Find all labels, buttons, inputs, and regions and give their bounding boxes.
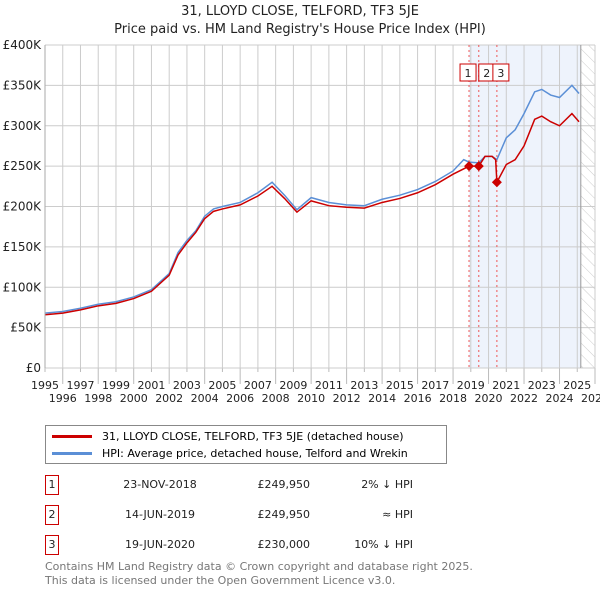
sale-label-box <box>459 63 477 82</box>
legend-label-hpi: HPI: Average price, detached house, Telf… <box>102 447 408 460</box>
legend-label-property: 31, LLOYD CLOSE, TELFORD, TF3 5JE (detac… <box>102 430 404 443</box>
x-tick-label: 2011 <box>315 379 343 392</box>
sale-label: 2 <box>483 67 490 80</box>
x-tick-label: 2022 <box>510 392 538 405</box>
x-tick-label: 1998 <box>84 392 112 405</box>
legend-blue-line <box>52 452 92 455</box>
x-tick-label: 2019 <box>457 379 485 392</box>
property-price-line <box>44 112 580 316</box>
x-tick-label: 1996 <box>49 392 77 405</box>
y-tick-label: £0 <box>26 361 41 375</box>
y-tick-label: £150K <box>3 240 43 254</box>
x-tick-label: 2026 <box>581 392 600 405</box>
x-tick-label: 2012 <box>333 392 361 405</box>
x-tick-label: 2021 <box>492 379 520 392</box>
footer-copyright: Contains HM Land Registry data © Crown c… <box>45 560 473 573</box>
sale-price: £249,950 <box>257 478 311 491</box>
sale-hpi-diff: 10% ↓ HPI <box>354 538 413 551</box>
x-tick-label: 1999 <box>102 379 130 392</box>
x-tick-label: 2018 <box>439 392 467 405</box>
sale-label-box <box>492 63 510 82</box>
sale-label: 3 <box>497 67 504 80</box>
chart-title: 31, LLOYD CLOSE, TELFORD, TF3 5JE <box>181 4 419 19</box>
x-tick-label: 1995 <box>31 379 59 392</box>
legend-red-line <box>52 435 92 438</box>
sale-row: 2 14-JUN-2019 £249,950 ≈ HPI <box>45 505 415 525</box>
x-tick-label: 2008 <box>262 392 290 405</box>
x-tick-label: 2005 <box>208 379 236 392</box>
sale-row: 3 19-JUN-2020 £230,000 10% ↓ HPI <box>45 535 415 555</box>
x-tick-label: 2013 <box>350 379 378 392</box>
price-chart: 1995199619971998199920002001200220032004… <box>3 38 600 405</box>
y-tick-label: £250K <box>3 159 43 173</box>
x-tick-label: 2023 <box>528 379 556 392</box>
legend: 31, LLOYD CLOSE, TELFORD, TF3 5JE (detac… <box>45 425 447 464</box>
sale-marker-badge: 2 <box>45 505 59 525</box>
sale-row: 1 23-NOV-2018 £249,950 2% ↓ HPI <box>45 475 415 495</box>
y-tick-label: £200K <box>3 200 43 214</box>
x-tick-label: 2010 <box>297 392 325 405</box>
sale-price: £249,950 <box>257 508 311 521</box>
sale-date: 19-JUN-2020 <box>124 538 196 551</box>
y-tick-label: £400K <box>3 38 43 52</box>
x-tick-label: 2009 <box>279 379 307 392</box>
sale-label: 1 <box>465 67 472 80</box>
x-tick-label: 2016 <box>404 392 432 405</box>
x-tick-label: 2014 <box>368 392 396 405</box>
x-tick-label: 2007 <box>244 379 272 392</box>
sale-date: 23-NOV-2018 <box>123 478 197 491</box>
x-tick-label: 2004 <box>191 392 219 405</box>
sale-point <box>464 161 475 172</box>
x-tick-label: 2017 <box>421 379 449 392</box>
x-tick-label: 2024 <box>546 392 574 405</box>
sale-hpi-diff: 2% ↓ HPI <box>361 478 413 491</box>
sale-marker-badge: 3 <box>45 535 59 555</box>
x-tick-label: 2020 <box>475 392 503 405</box>
x-tick-label: 2000 <box>120 392 148 405</box>
sale-point <box>491 177 502 188</box>
y-tick-label: £350K <box>3 78 43 92</box>
x-tick-label: 2025 <box>563 379 591 392</box>
x-tick-label: 2003 <box>173 379 201 392</box>
chart-subtitle: Price paid vs. HM Land Registry's House … <box>114 22 486 37</box>
x-tick-label: 2002 <box>155 392 183 405</box>
footer-licence: This data is licensed under the Open Gov… <box>45 574 396 587</box>
sale-price: £230,000 <box>257 538 311 551</box>
x-tick-label: 2001 <box>137 379 165 392</box>
sale-hpi-diff: ≈ HPI <box>382 508 413 521</box>
sale-marker-badge: 1 <box>45 475 59 495</box>
sale-point <box>473 161 484 172</box>
x-tick-label: 1997 <box>66 379 94 392</box>
x-tick-label: 2015 <box>386 379 414 392</box>
sale-date: 14-JUN-2019 <box>124 508 196 521</box>
x-tick-label: 2006 <box>226 392 254 405</box>
y-tick-label: £50K <box>10 321 42 335</box>
y-tick-label: £300K <box>3 119 43 133</box>
y-tick-label: £100K <box>3 280 43 294</box>
